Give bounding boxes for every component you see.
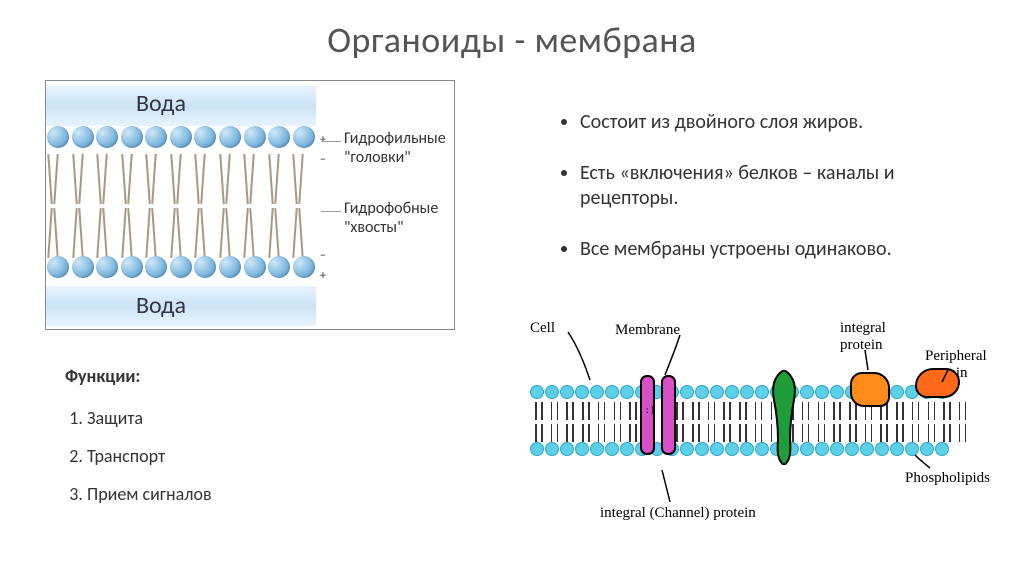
lipid-head (605, 385, 619, 399)
bilayer-diagram: Вода Вода + − − + Гидрофильные "головки"… (45, 80, 455, 330)
label-integral: integral protein (840, 320, 900, 353)
lipid-head (860, 442, 874, 456)
lipid-head (725, 385, 739, 399)
lipid-head (575, 385, 589, 399)
label-membrane: Membrane (615, 322, 680, 339)
lipid-head (905, 442, 919, 456)
lipid-head (620, 442, 634, 456)
lipid-head (800, 385, 814, 399)
callout-tails: Гидрофобные "хвосты" (344, 199, 454, 237)
bullet-item: Все мембраны устроены одинаково. (580, 237, 980, 262)
lipid-head (815, 442, 829, 456)
lipid-head (170, 256, 192, 278)
lipid-head (815, 385, 829, 399)
lipid-head (590, 442, 604, 456)
lipid-head (725, 442, 739, 456)
lipid-head (268, 126, 290, 148)
function-item: Защита (87, 407, 212, 429)
label-phospholipids: Phospholipids (905, 470, 990, 487)
lipid-head (740, 442, 754, 456)
lipid-tails (530, 402, 970, 442)
lipid-head (560, 385, 574, 399)
lipid-head (145, 126, 167, 148)
lipid-head (219, 126, 241, 148)
lipid-head (219, 256, 241, 278)
lipid-head (755, 385, 769, 399)
lipid-head (244, 256, 266, 278)
charge-minus: − (320, 153, 326, 167)
lipid-head (293, 126, 315, 148)
lipid-head (96, 126, 118, 148)
charge-plus: + (320, 133, 326, 147)
functions-heading: Функции: (65, 365, 212, 387)
lipid-head (890, 385, 904, 399)
lipid-head (695, 385, 709, 399)
lipid-head (121, 126, 143, 148)
function-item: Транспорт (87, 445, 212, 467)
callout-line-heads (321, 141, 341, 142)
function-item: Прием сигналов (87, 483, 212, 505)
lipid-bilayer (46, 126, 316, 286)
charge-plus-2: + (320, 269, 326, 283)
lipid-head (145, 256, 167, 278)
cell-membrane-sketch: Cell Membrane integral protein Periphera… (520, 320, 1010, 560)
water-label-bottom: Вода (136, 291, 186, 320)
lipid-head (710, 385, 724, 399)
bullet-item: Есть «включения» белков – каналы и рецеп… (580, 161, 980, 211)
lipid-head (47, 256, 69, 278)
lipid-head (740, 385, 754, 399)
lipid-head (680, 442, 694, 456)
lipid-heads-bottom (530, 442, 970, 462)
peripheral-protein (915, 368, 960, 398)
lipid-head (194, 256, 216, 278)
lipid-head (695, 442, 709, 456)
label-channel: integral (Channel) protein (600, 505, 780, 522)
bullet-item: Состоит из двойного слоя жиров. (580, 110, 980, 135)
lipid-head (530, 442, 544, 456)
lipid-head (800, 442, 814, 456)
lipid-head (244, 126, 266, 148)
lipid-head (47, 126, 69, 148)
lipid-head (875, 442, 889, 456)
lipid-head (268, 256, 290, 278)
integral-protein-top (850, 372, 890, 407)
lipid-head (920, 442, 934, 456)
lipid-head (845, 442, 859, 456)
page-title: Органоиды - мембрана (0, 0, 1024, 72)
functions-block: Функции: Защита Транспорт Прием сигналов (65, 365, 212, 521)
label-cell: Cell (530, 320, 555, 337)
channel-protein: : ) (640, 375, 676, 455)
lipid-head (96, 256, 118, 278)
lipid-head (293, 256, 315, 278)
lipid-head (590, 385, 604, 399)
lipid-head (890, 442, 904, 456)
lipid-head (545, 385, 559, 399)
lipid-head (755, 442, 769, 456)
lipid-head (545, 442, 559, 456)
lipid-head (710, 442, 724, 456)
callout-heads: Гидрофильные "головки" (344, 129, 454, 167)
water-label-top: Вода (136, 89, 186, 118)
lipid-head (121, 256, 143, 278)
lipid-head (830, 442, 844, 456)
lipid-head (194, 126, 216, 148)
description-list: Состоит из двойного слоя жиров. Есть «вкл… (560, 110, 980, 288)
lipid-head (935, 442, 949, 456)
lipid-head (830, 385, 844, 399)
lipid-head (680, 385, 694, 399)
lipid-head (72, 126, 94, 148)
lipid-head (575, 442, 589, 456)
integral-protein (770, 370, 798, 465)
lipid-head (170, 126, 192, 148)
callout-line-tails (321, 211, 341, 212)
lipid-head (605, 442, 619, 456)
charge-minus-2: − (320, 249, 326, 263)
lipid-head (620, 385, 634, 399)
lipid-head (530, 385, 544, 399)
lipid-head (560, 442, 574, 456)
lipid-head (72, 256, 94, 278)
